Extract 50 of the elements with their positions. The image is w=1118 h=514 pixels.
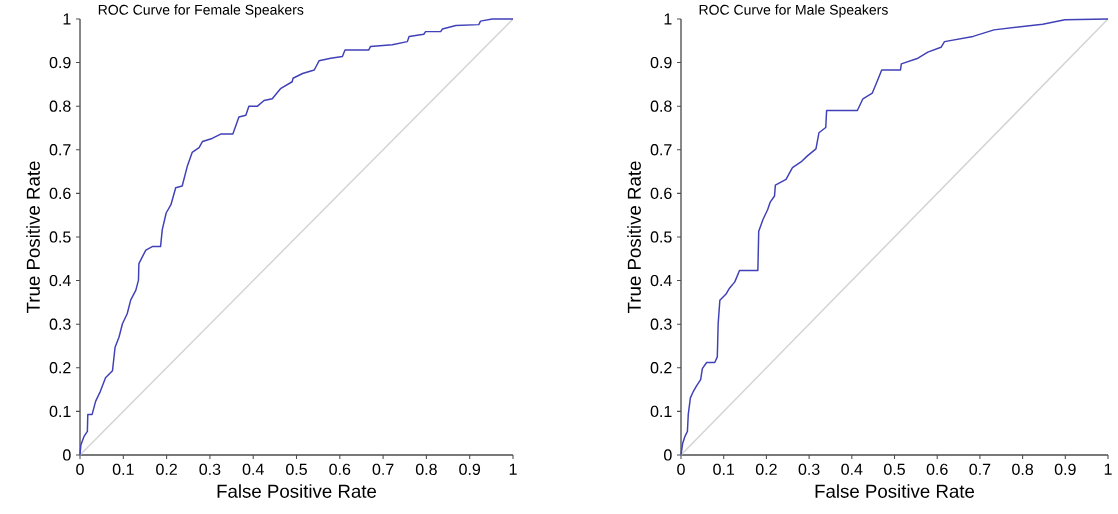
y-tick-label: 0.2 xyxy=(49,362,71,374)
y-tick-label: 0.7 xyxy=(49,144,71,156)
y-tick-label: 0.2 xyxy=(650,362,672,374)
x-axis-title: False Positive Rate xyxy=(815,484,975,498)
x-tick-label: 0 xyxy=(677,463,685,476)
x-tick-label: 0.9 xyxy=(459,463,481,476)
x-tick-label: 0.5 xyxy=(884,463,905,476)
y-tick-label: 1 xyxy=(664,13,672,25)
y-tick-label: 0 xyxy=(664,449,672,461)
x-tick-label: 0.4 xyxy=(242,463,264,476)
x-tick-label: 0.8 xyxy=(415,463,437,476)
x-tick-label: 0.8 xyxy=(1012,463,1034,476)
x-tick-label: 0.7 xyxy=(969,463,991,476)
x-tick-label: 0 xyxy=(76,463,84,476)
y-tick-label: 0.4 xyxy=(650,274,672,287)
x-tick-label: 0.1 xyxy=(112,463,134,476)
x-tick-label: 0.1 xyxy=(713,463,735,476)
y-axis-title: True Positive Rate xyxy=(26,161,40,313)
y-tick-label: 0 xyxy=(63,449,71,461)
y-tick-label: 0.1 xyxy=(650,405,672,418)
x-tick-label: 0.2 xyxy=(156,463,177,476)
y-axis-title: True Positive Rate xyxy=(627,161,641,313)
y-tick-label: 0.3 xyxy=(49,318,71,330)
y-tick-label: 0.3 xyxy=(650,318,672,330)
y-tick-label: 0.8 xyxy=(650,100,672,112)
y-tick-label: 0.5 xyxy=(49,231,71,243)
y-tick-label: 0.8 xyxy=(49,100,71,112)
x-tick-label: 1 xyxy=(509,463,517,475)
y-tick-label: 0.9 xyxy=(650,56,672,69)
x-tick-label: 0.3 xyxy=(199,463,221,476)
y-tick-label: 0.1 xyxy=(49,405,71,418)
x-tick-label: 0.4 xyxy=(841,463,863,476)
y-tick-label: 0.6 xyxy=(650,187,672,200)
x-tick-label: 0.7 xyxy=(372,463,394,476)
chart-title: ROC Curve for Female Speakers xyxy=(98,4,304,18)
x-tick-label: 0.6 xyxy=(926,463,948,476)
x-tick-label: 1 xyxy=(1104,463,1112,475)
y-tick-label: 1 xyxy=(63,13,71,25)
x-tick-label: 0.3 xyxy=(798,463,820,476)
x-axis-title: False Positive Rate xyxy=(217,484,377,498)
chart-title: ROC Curve for Male Speakers xyxy=(699,4,888,18)
y-tick-label: 0.4 xyxy=(49,274,71,287)
y-tick-label: 0.5 xyxy=(650,231,672,243)
y-tick-label: 0.7 xyxy=(650,144,672,156)
x-tick-label: 0.2 xyxy=(755,463,777,476)
x-tick-label: 0.6 xyxy=(329,463,351,476)
x-tick-label: 0.9 xyxy=(1054,463,1076,476)
y-tick-label: 0.6 xyxy=(49,187,71,200)
y-tick-label: 0.9 xyxy=(49,56,71,69)
x-tick-label: 0.5 xyxy=(286,463,307,476)
